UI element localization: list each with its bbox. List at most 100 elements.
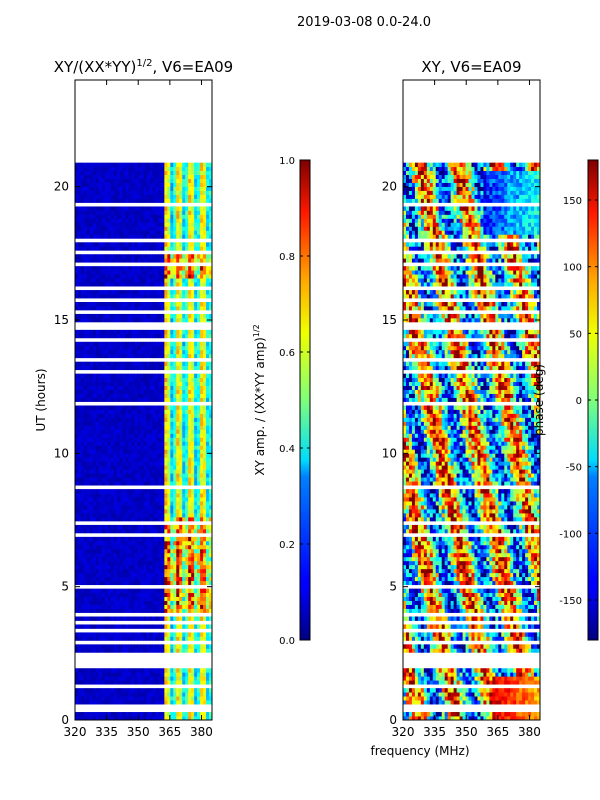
heatmap-cell bbox=[80, 696, 85, 701]
heatmap-cell bbox=[164, 345, 168, 351]
heatmap-cell bbox=[143, 278, 147, 283]
heatmap-cell bbox=[131, 700, 135, 705]
heatmap-cell bbox=[152, 437, 156, 442]
heatmap-cell bbox=[75, 333, 79, 339]
heatmap-cell bbox=[131, 294, 135, 299]
heatmap-cell bbox=[92, 672, 97, 677]
heatmap-cell bbox=[113, 190, 118, 195]
heatmap-cell bbox=[119, 564, 124, 570]
heatmap-cell bbox=[110, 242, 115, 247]
heatmap-cell bbox=[152, 385, 156, 390]
heatmap-cell bbox=[146, 258, 150, 263]
heatmap-cell bbox=[161, 254, 165, 259]
heatmap-cell bbox=[143, 258, 147, 263]
heatmap-cell bbox=[116, 210, 121, 215]
heatmap-cell bbox=[146, 608, 150, 613]
heatmap-cell bbox=[104, 572, 109, 578]
heatmap-cell bbox=[89, 393, 94, 398]
heatmap-cell bbox=[89, 317, 94, 323]
heatmap-cell bbox=[146, 469, 150, 474]
heatmap-cell bbox=[158, 524, 162, 530]
heatmap-cell bbox=[185, 600, 189, 605]
heatmap-cell bbox=[152, 313, 156, 319]
heatmap-cell bbox=[203, 608, 207, 613]
heatmap-cell bbox=[209, 313, 213, 319]
heatmap-cell bbox=[77, 353, 82, 359]
heatmap-cell bbox=[128, 580, 132, 586]
heatmap-cell bbox=[209, 596, 213, 601]
heatmap-cell bbox=[113, 668, 118, 673]
heatmap-cell bbox=[140, 493, 144, 498]
heatmap-cell bbox=[80, 449, 85, 454]
heatmap-cell bbox=[143, 712, 147, 717]
heatmap-cell bbox=[122, 560, 127, 566]
heatmap-cell bbox=[164, 377, 168, 383]
heatmap-cell bbox=[191, 305, 195, 311]
heatmap-cell bbox=[98, 266, 103, 271]
heatmap-cell bbox=[182, 616, 186, 621]
heatmap-cell bbox=[191, 512, 195, 518]
heatmap-cell bbox=[158, 712, 162, 717]
heatmap-cell bbox=[152, 317, 156, 323]
heatmap-cell bbox=[149, 560, 153, 566]
heatmap-cell bbox=[113, 497, 118, 502]
heatmap-cell bbox=[152, 556, 156, 562]
heatmap-cell bbox=[98, 644, 103, 649]
heatmap-cell bbox=[206, 501, 210, 506]
heatmap-cell bbox=[146, 282, 150, 287]
heatmap-cell bbox=[173, 524, 177, 530]
heatmap-cell bbox=[128, 604, 132, 609]
heatmap-cell bbox=[116, 624, 121, 629]
heatmap-cell bbox=[194, 712, 198, 717]
heatmap-cell bbox=[194, 242, 198, 247]
heatmap-cell bbox=[200, 560, 204, 566]
heatmap-cell bbox=[80, 644, 85, 649]
heatmap-cell bbox=[92, 258, 97, 263]
heatmap-cell bbox=[167, 377, 171, 383]
heatmap-cell bbox=[95, 190, 100, 195]
heatmap-cell bbox=[110, 214, 115, 219]
heatmap-cell bbox=[185, 433, 189, 438]
heatmap-cell bbox=[203, 242, 207, 247]
heatmap-cell bbox=[179, 493, 183, 498]
heatmap-cell bbox=[122, 282, 127, 287]
heatmap-cell bbox=[86, 413, 91, 418]
heatmap-cell bbox=[77, 449, 82, 454]
heatmap-cell bbox=[155, 385, 159, 390]
heatmap-cell bbox=[146, 226, 150, 231]
heatmap-cell bbox=[194, 572, 198, 578]
heatmap-cell bbox=[137, 254, 141, 259]
heatmap-cell bbox=[167, 397, 171, 402]
heatmap-cell bbox=[206, 712, 210, 717]
heatmap-cell bbox=[107, 405, 112, 410]
heatmap-cell bbox=[75, 377, 79, 383]
heatmap-cell bbox=[182, 305, 186, 311]
heatmap-cell bbox=[170, 576, 174, 582]
heatmap-cell bbox=[128, 644, 132, 649]
heatmap-cell bbox=[92, 457, 97, 462]
heatmap-cell bbox=[137, 512, 141, 518]
heatmap-cell bbox=[125, 437, 130, 442]
heatmap-cell bbox=[209, 481, 213, 486]
heatmap-cell bbox=[107, 417, 112, 422]
heatmap-cell bbox=[158, 512, 162, 518]
heatmap-cell bbox=[191, 377, 195, 383]
heatmap-cell bbox=[89, 616, 94, 621]
heatmap-cell bbox=[152, 226, 156, 231]
heatmap-cell bbox=[77, 393, 82, 398]
heatmap-cell bbox=[149, 505, 153, 510]
heatmap-cell bbox=[134, 588, 138, 594]
heatmap-cell bbox=[194, 405, 198, 410]
heatmap-cell bbox=[185, 345, 189, 351]
heatmap-cell bbox=[206, 349, 210, 355]
heatmap-cell bbox=[158, 385, 162, 390]
heatmap-cell bbox=[125, 477, 130, 482]
heatmap-cell bbox=[197, 632, 201, 637]
heatmap-cell bbox=[95, 668, 100, 673]
heatmap-cell bbox=[155, 560, 159, 566]
heatmap-cell bbox=[95, 676, 100, 681]
heatmap-cell bbox=[191, 680, 195, 685]
heatmap-cell bbox=[80, 333, 85, 339]
heatmap-cell bbox=[137, 576, 141, 582]
heatmap-row bbox=[75, 716, 213, 721]
